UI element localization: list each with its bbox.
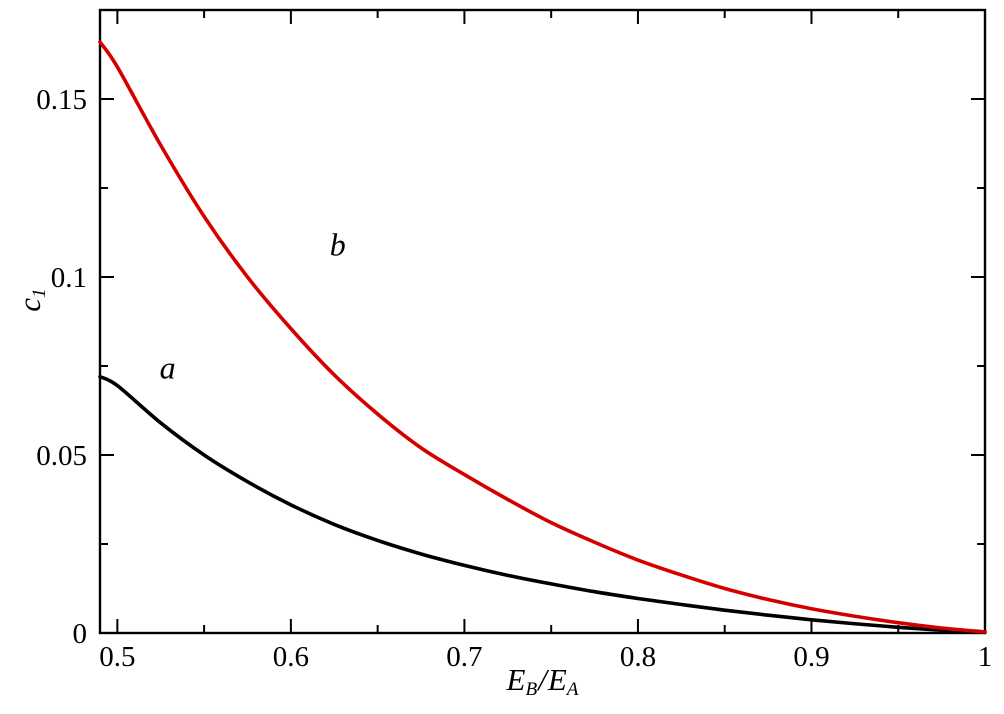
x-axis-label-var1: E (506, 662, 526, 697)
x-axis-label-var2: E (547, 662, 567, 697)
x-axis-label-separator: / (538, 662, 547, 697)
y-tick-label: 0.15 (36, 84, 87, 116)
y-tick-label: 0 (73, 618, 88, 650)
x-tick-label: 0.6 (273, 641, 309, 673)
curve-a (98, 374, 987, 635)
y-axis-label-sub: 1 (29, 288, 51, 298)
curve-b (98, 40, 987, 634)
x-tick-label: 0.8 (620, 641, 656, 673)
x-axis-label: EB/EA (100, 662, 985, 701)
y-tick-label: 0.05 (36, 440, 87, 472)
x-tick-label: 0.5 (99, 641, 135, 673)
x-axis-label-sub1: B (525, 679, 538, 701)
y-axis-label-var: c (12, 297, 47, 312)
y-tick-label: 0.1 (51, 262, 87, 294)
x-tick-label: 0.9 (793, 641, 829, 673)
series-label-b: b (330, 227, 346, 263)
series-label-a: a (160, 349, 176, 385)
y-axis-label: c1 (12, 288, 51, 312)
x-axis-label-sub2: A (566, 679, 579, 701)
x-tick-label: 0.7 (446, 641, 482, 673)
x-tick-label: 1 (978, 641, 993, 673)
